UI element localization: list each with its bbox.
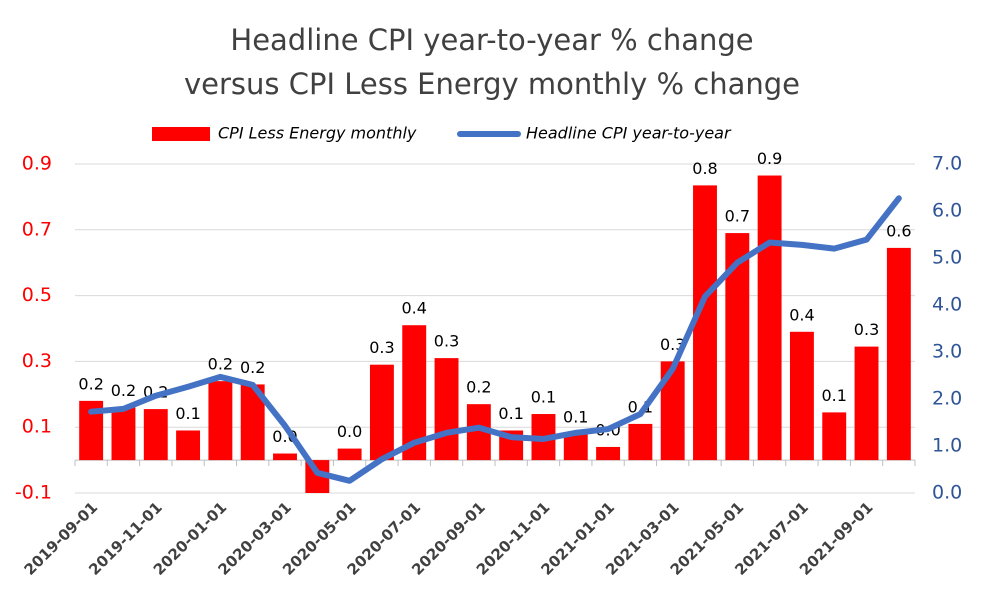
bar [628, 423, 653, 461]
bar [725, 233, 750, 461]
data-label: 0.6 [886, 221, 911, 240]
y2-tick-label: 1.0 [932, 435, 962, 457]
bar [402, 325, 427, 461]
chart-title: Headline CPI year-to-year % change [230, 23, 753, 57]
data-label: 0.2 [78, 374, 103, 393]
bar [693, 185, 717, 461]
bar [369, 364, 394, 461]
bar [466, 404, 491, 461]
data-label: 0.2 [466, 378, 491, 397]
y2-tick-label: 0.0 [932, 482, 962, 504]
data-label: 0.3 [369, 338, 394, 357]
data-label: 0.9 [757, 149, 782, 168]
y2-tick-label: 7.0 [932, 153, 962, 175]
bar [822, 412, 847, 461]
bar [660, 361, 685, 461]
y-tick-label: 0.9 [22, 153, 52, 175]
y2-tick-label: 3.0 [932, 341, 962, 363]
legend-swatch [152, 127, 210, 141]
y-tick-label: 0.5 [22, 284, 52, 306]
bar [757, 175, 782, 461]
bar [434, 358, 459, 461]
y2-tick-label: 4.0 [932, 294, 962, 316]
bar [240, 384, 265, 461]
data-label: 0.7 [725, 207, 750, 226]
bar [208, 381, 233, 461]
data-label: 0.2 [111, 381, 136, 400]
y-tick-label: 0.3 [22, 350, 52, 372]
data-label: 0.3 [434, 332, 459, 351]
data-label: 0.1 [498, 404, 523, 423]
bar [273, 453, 297, 461]
bar [886, 247, 911, 461]
y-tick-label: 0.1 [22, 416, 52, 438]
y2-tick-label: 6.0 [932, 200, 962, 222]
bar [111, 407, 136, 461]
data-label: 0.8 [692, 159, 717, 178]
legend-label: Headline CPI year-to-year [526, 124, 732, 143]
data-label: 0.1 [175, 404, 200, 423]
y2-tick-label: 5.0 [932, 247, 962, 269]
data-label: 0.2 [208, 355, 233, 374]
data-label: 0.4 [402, 299, 427, 318]
y2-tick-label: 2.0 [932, 388, 962, 410]
bar [563, 433, 588, 461]
bar [337, 448, 362, 461]
data-label: 0.3 [854, 320, 879, 339]
y-tick-label: 0.7 [22, 218, 52, 240]
data-label: 0.1 [531, 388, 556, 407]
bar [596, 446, 621, 461]
y-tick-label: -0.1 [15, 482, 52, 504]
legend-label: CPI Less Energy monthly [218, 124, 417, 143]
data-label: 0.0 [337, 422, 362, 441]
bar [854, 346, 879, 461]
bar [176, 430, 201, 461]
line [88, 195, 902, 484]
bar [789, 331, 814, 461]
data-label: 0.1 [822, 386, 847, 405]
bar [143, 409, 168, 461]
bar [79, 400, 104, 461]
data-label: 0.1 [563, 407, 588, 426]
chart-title: versus CPI Less Energy monthly % change [184, 67, 800, 101]
data-label: 0.2 [240, 358, 265, 377]
data-label: 0.4 [789, 305, 814, 324]
